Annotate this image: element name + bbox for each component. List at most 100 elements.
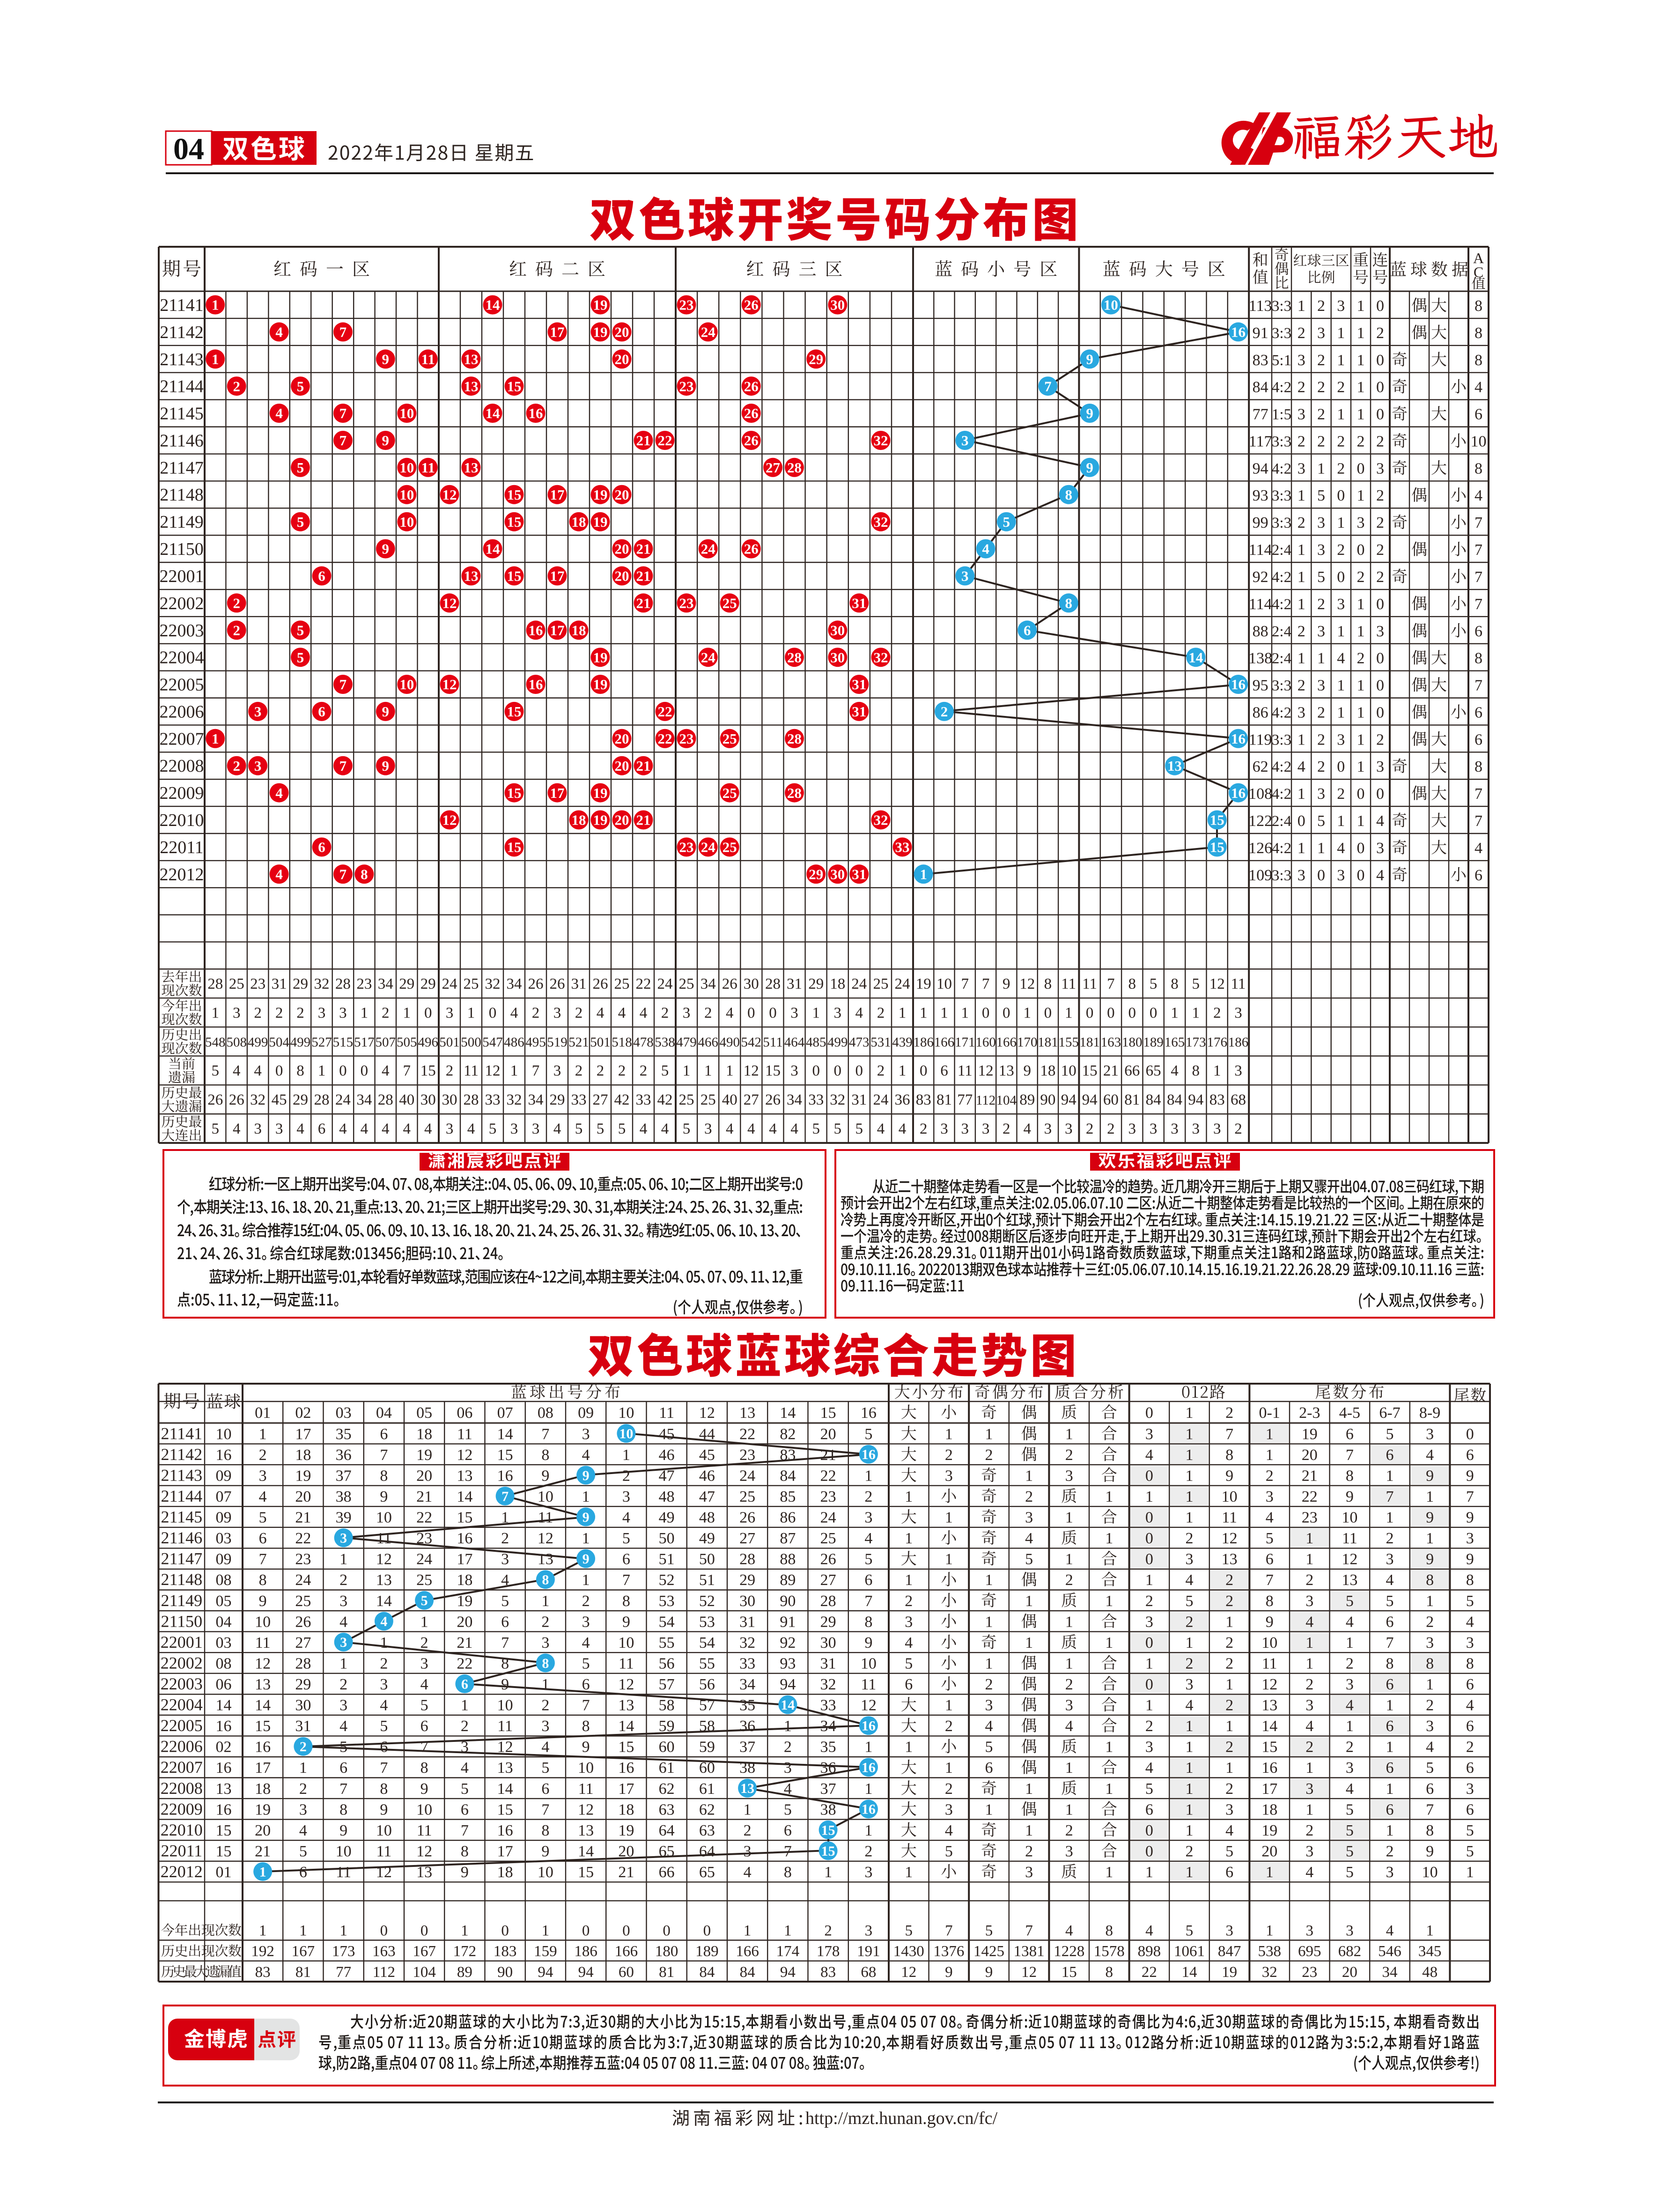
svg-text:2: 2 — [1003, 1121, 1010, 1137]
svg-text:11: 11 — [376, 1530, 392, 1547]
svg-text:19: 19 — [618, 1822, 634, 1839]
svg-text:10: 10 — [216, 1425, 232, 1443]
svg-text:13: 13 — [739, 1404, 755, 1422]
svg-text:30: 30 — [830, 622, 845, 638]
svg-text:68: 68 — [1231, 1091, 1246, 1108]
svg-text:16: 16 — [497, 1467, 513, 1484]
svg-text:189: 189 — [695, 1943, 719, 1960]
svg-text:3: 3 — [1386, 1551, 1394, 1568]
svg-text:11: 11 — [1082, 975, 1097, 992]
svg-text:21145: 21145 — [160, 404, 204, 424]
svg-text:8: 8 — [1426, 1571, 1434, 1589]
svg-text:92: 92 — [1253, 568, 1268, 586]
svg-text:9: 9 — [1086, 405, 1093, 421]
svg-text:29: 29 — [293, 1091, 308, 1108]
svg-text:3: 3 — [339, 1593, 347, 1610]
svg-text:27: 27 — [820, 1571, 836, 1589]
svg-text:92: 92 — [780, 1634, 796, 1652]
svg-text:12: 12 — [442, 487, 457, 503]
svg-text:21: 21 — [457, 1634, 472, 1652]
svg-text:9: 9 — [259, 1593, 267, 1610]
svg-text:6: 6 — [1145, 1801, 1153, 1818]
svg-text:14: 14 — [1182, 1964, 1197, 1981]
svg-text:4: 4 — [1426, 1739, 1434, 1756]
svg-text:29: 29 — [550, 1091, 565, 1108]
svg-text:5: 5 — [618, 1121, 626, 1137]
svg-text:28: 28 — [765, 975, 781, 992]
svg-text:27: 27 — [766, 459, 780, 476]
svg-text:1: 1 — [1186, 1634, 1194, 1652]
svg-text:4: 4 — [1376, 812, 1384, 830]
svg-text:2: 2 — [1186, 1843, 1194, 1860]
svg-text:7: 7 — [1475, 514, 1482, 531]
svg-text:3: 3 — [834, 1004, 842, 1021]
svg-text:6: 6 — [318, 1121, 326, 1137]
svg-text:1: 1 — [1298, 731, 1305, 748]
svg-text:3: 3 — [784, 1759, 792, 1777]
svg-text:11: 11 — [421, 459, 435, 476]
svg-text:83: 83 — [1253, 352, 1268, 369]
svg-text:1: 1 — [461, 1697, 469, 1714]
svg-text:1: 1 — [1025, 1467, 1033, 1484]
svg-text:3: 3 — [446, 1121, 454, 1137]
svg-text:77: 77 — [1253, 406, 1268, 423]
svg-text:1: 1 — [824, 1864, 832, 1881]
svg-text:08: 08 — [216, 1655, 232, 1672]
svg-text:5: 5 — [1145, 1780, 1153, 1798]
svg-text:1: 1 — [339, 1922, 347, 1939]
svg-text:2: 2 — [1376, 324, 1384, 342]
svg-text:2: 2 — [661, 1004, 669, 1021]
svg-text:5: 5 — [1346, 1864, 1354, 1881]
svg-text:53: 53 — [659, 1593, 675, 1610]
svg-text:5:1: 5:1 — [1272, 352, 1291, 369]
svg-text:5: 5 — [211, 1121, 219, 1137]
svg-text:16: 16 — [216, 1446, 232, 1464]
svg-text:4: 4 — [296, 1121, 304, 1137]
svg-text:1: 1 — [1186, 1780, 1194, 1798]
svg-text:1: 1 — [1192, 1004, 1200, 1021]
svg-text:15: 15 — [507, 785, 522, 801]
svg-text:22004: 22004 — [160, 648, 204, 668]
svg-text:181: 181 — [1038, 1035, 1058, 1050]
svg-text:32: 32 — [874, 432, 888, 449]
svg-text:9: 9 — [1346, 1488, 1354, 1505]
svg-text:94: 94 — [1253, 460, 1268, 477]
svg-text:5: 5 — [812, 1121, 820, 1137]
svg-text:21: 21 — [636, 812, 651, 828]
svg-text:15: 15 — [578, 1864, 594, 1881]
svg-text:2: 2 — [582, 1593, 590, 1610]
svg-text:2: 2 — [420, 1634, 428, 1652]
svg-text:11: 11 — [659, 1404, 674, 1422]
svg-text:88: 88 — [780, 1551, 796, 1568]
svg-text:3:3: 3:3 — [1272, 325, 1291, 342]
svg-text:16: 16 — [862, 1802, 876, 1817]
svg-text:54: 54 — [659, 1613, 675, 1630]
svg-text:28: 28 — [464, 1091, 479, 1108]
svg-text:26: 26 — [593, 975, 608, 992]
svg-text:3: 3 — [254, 758, 262, 774]
svg-text:25: 25 — [873, 975, 889, 992]
svg-text:55: 55 — [699, 1655, 715, 1672]
svg-text:31: 31 — [295, 1718, 311, 1735]
svg-text:5: 5 — [1317, 568, 1325, 586]
svg-text:439: 439 — [892, 1035, 913, 1050]
svg-text:83: 83 — [820, 1964, 836, 1981]
svg-text:12: 12 — [485, 1062, 501, 1079]
svg-text:15: 15 — [821, 1822, 835, 1838]
svg-text:19: 19 — [593, 297, 608, 313]
svg-text:21: 21 — [820, 1446, 836, 1464]
svg-text:25: 25 — [679, 1091, 694, 1108]
svg-text:4: 4 — [461, 1759, 469, 1777]
svg-text:4: 4 — [855, 1004, 863, 1021]
svg-text:29: 29 — [820, 1613, 836, 1630]
svg-text:31: 31 — [852, 676, 866, 693]
svg-text:473: 473 — [849, 1035, 870, 1050]
svg-text:11: 11 — [464, 1062, 479, 1079]
svg-text:84: 84 — [699, 1964, 715, 1981]
svg-text:548: 548 — [205, 1035, 226, 1050]
svg-text:1: 1 — [1105, 1530, 1113, 1547]
svg-text:1:5: 1:5 — [1272, 406, 1291, 423]
svg-text:1: 1 — [899, 1062, 907, 1079]
svg-text:2: 2 — [461, 1718, 469, 1735]
svg-text:1: 1 — [945, 1759, 953, 1777]
